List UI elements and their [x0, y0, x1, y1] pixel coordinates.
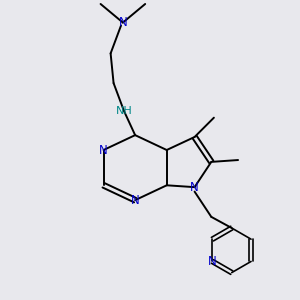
- Text: N: N: [190, 181, 199, 194]
- Text: N: N: [118, 16, 127, 29]
- Text: N: N: [131, 194, 140, 207]
- Text: N: N: [99, 143, 108, 157]
- Text: N: N: [208, 255, 217, 268]
- Text: NH: NH: [116, 106, 132, 116]
